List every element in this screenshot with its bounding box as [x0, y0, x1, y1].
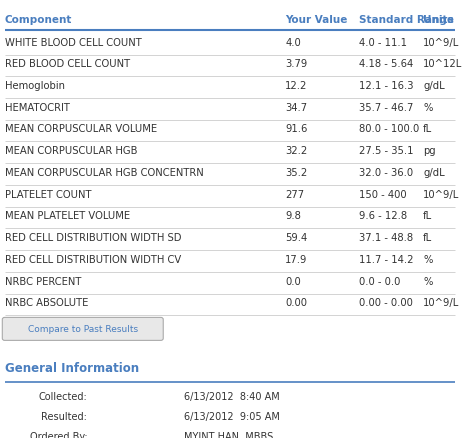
Text: MEAN CORPUSCULAR HGB CONCENTRN: MEAN CORPUSCULAR HGB CONCENTRN	[5, 167, 203, 177]
Text: 4.0 - 11.1: 4.0 - 11.1	[359, 38, 407, 47]
Text: 91.6: 91.6	[285, 124, 308, 134]
Text: %: %	[423, 276, 432, 286]
Text: RED BLOOD CELL COUNT: RED BLOOD CELL COUNT	[5, 59, 130, 69]
Text: 32.2: 32.2	[285, 146, 307, 156]
Text: 11.7 - 14.2: 11.7 - 14.2	[359, 254, 413, 264]
Text: 80.0 - 100.0: 80.0 - 100.0	[359, 124, 419, 134]
Text: 10^9/L: 10^9/L	[423, 38, 459, 47]
Text: 59.4: 59.4	[285, 233, 307, 243]
Text: 9.8: 9.8	[285, 211, 301, 221]
Text: 10^12L: 10^12L	[423, 59, 462, 69]
Text: Hemoglobin: Hemoglobin	[5, 81, 64, 91]
Text: MEAN CORPUSCULAR HGB: MEAN CORPUSCULAR HGB	[5, 146, 137, 156]
Text: 277: 277	[285, 189, 304, 199]
Text: 0.00 - 0.00: 0.00 - 0.00	[359, 297, 412, 307]
Text: 0.0 - 0.0: 0.0 - 0.0	[359, 276, 400, 286]
Text: fL: fL	[423, 233, 432, 243]
Text: MEAN CORPUSCULAR VOLUME: MEAN CORPUSCULAR VOLUME	[5, 124, 157, 134]
Text: pg: pg	[423, 146, 436, 156]
Text: 150 - 400: 150 - 400	[359, 189, 406, 199]
Text: Component: Component	[5, 14, 72, 25]
Text: fL: fL	[423, 124, 432, 134]
Text: 3.79: 3.79	[285, 59, 307, 69]
Text: 35.2: 35.2	[285, 167, 307, 177]
Text: g/dL: g/dL	[423, 167, 445, 177]
Text: 4.0: 4.0	[285, 38, 301, 47]
Text: 9.6 - 12.8: 9.6 - 12.8	[359, 211, 407, 221]
Text: 32.0 - 36.0: 32.0 - 36.0	[359, 167, 413, 177]
Text: Collected:: Collected:	[38, 391, 87, 401]
Text: %: %	[423, 254, 432, 264]
Text: 6/13/2012  8:40 AM: 6/13/2012 8:40 AM	[184, 391, 280, 401]
Text: NRBC PERCENT: NRBC PERCENT	[5, 276, 81, 286]
Text: Standard Range: Standard Range	[359, 14, 454, 25]
FancyBboxPatch shape	[2, 318, 163, 341]
Text: 0.00: 0.00	[285, 297, 307, 307]
Text: Units: Units	[423, 14, 454, 25]
Text: Compare to Past Results: Compare to Past Results	[27, 325, 138, 334]
Text: PLATELET COUNT: PLATELET COUNT	[5, 189, 91, 199]
Text: 34.7: 34.7	[285, 102, 307, 113]
Text: g/dL: g/dL	[423, 81, 445, 91]
Text: 0.0: 0.0	[285, 276, 301, 286]
Text: %: %	[423, 102, 432, 113]
Text: General Information: General Information	[5, 361, 139, 374]
Text: Ordered By:: Ordered By:	[30, 431, 87, 438]
Text: 6/13/2012  9:05 AM: 6/13/2012 9:05 AM	[184, 411, 280, 420]
Text: 12.2: 12.2	[285, 81, 308, 91]
Text: Resulted:: Resulted:	[42, 411, 87, 420]
Text: RED CELL DISTRIBUTION WIDTH CV: RED CELL DISTRIBUTION WIDTH CV	[5, 254, 181, 264]
Text: 10^9/L: 10^9/L	[423, 189, 459, 199]
Text: 10^9/L: 10^9/L	[423, 297, 459, 307]
Text: fL: fL	[423, 211, 432, 221]
Text: 27.5 - 35.1: 27.5 - 35.1	[359, 146, 413, 156]
Text: 35.7 - 46.7: 35.7 - 46.7	[359, 102, 413, 113]
Text: WHITE BLOOD CELL COUNT: WHITE BLOOD CELL COUNT	[5, 38, 141, 47]
Text: 4.18 - 5.64: 4.18 - 5.64	[359, 59, 413, 69]
Text: MEAN PLATELET VOLUME: MEAN PLATELET VOLUME	[5, 211, 130, 221]
Text: 17.9: 17.9	[285, 254, 308, 264]
Text: 12.1 - 16.3: 12.1 - 16.3	[359, 81, 413, 91]
Text: MYINT,HAN, MBBS: MYINT,HAN, MBBS	[184, 431, 273, 438]
Text: HEMATOCRIT: HEMATOCRIT	[5, 102, 70, 113]
Text: NRBC ABSOLUTE: NRBC ABSOLUTE	[5, 297, 88, 307]
Text: 37.1 - 48.8: 37.1 - 48.8	[359, 233, 413, 243]
Text: Your Value: Your Value	[285, 14, 347, 25]
Text: RED CELL DISTRIBUTION WIDTH SD: RED CELL DISTRIBUTION WIDTH SD	[5, 233, 181, 243]
